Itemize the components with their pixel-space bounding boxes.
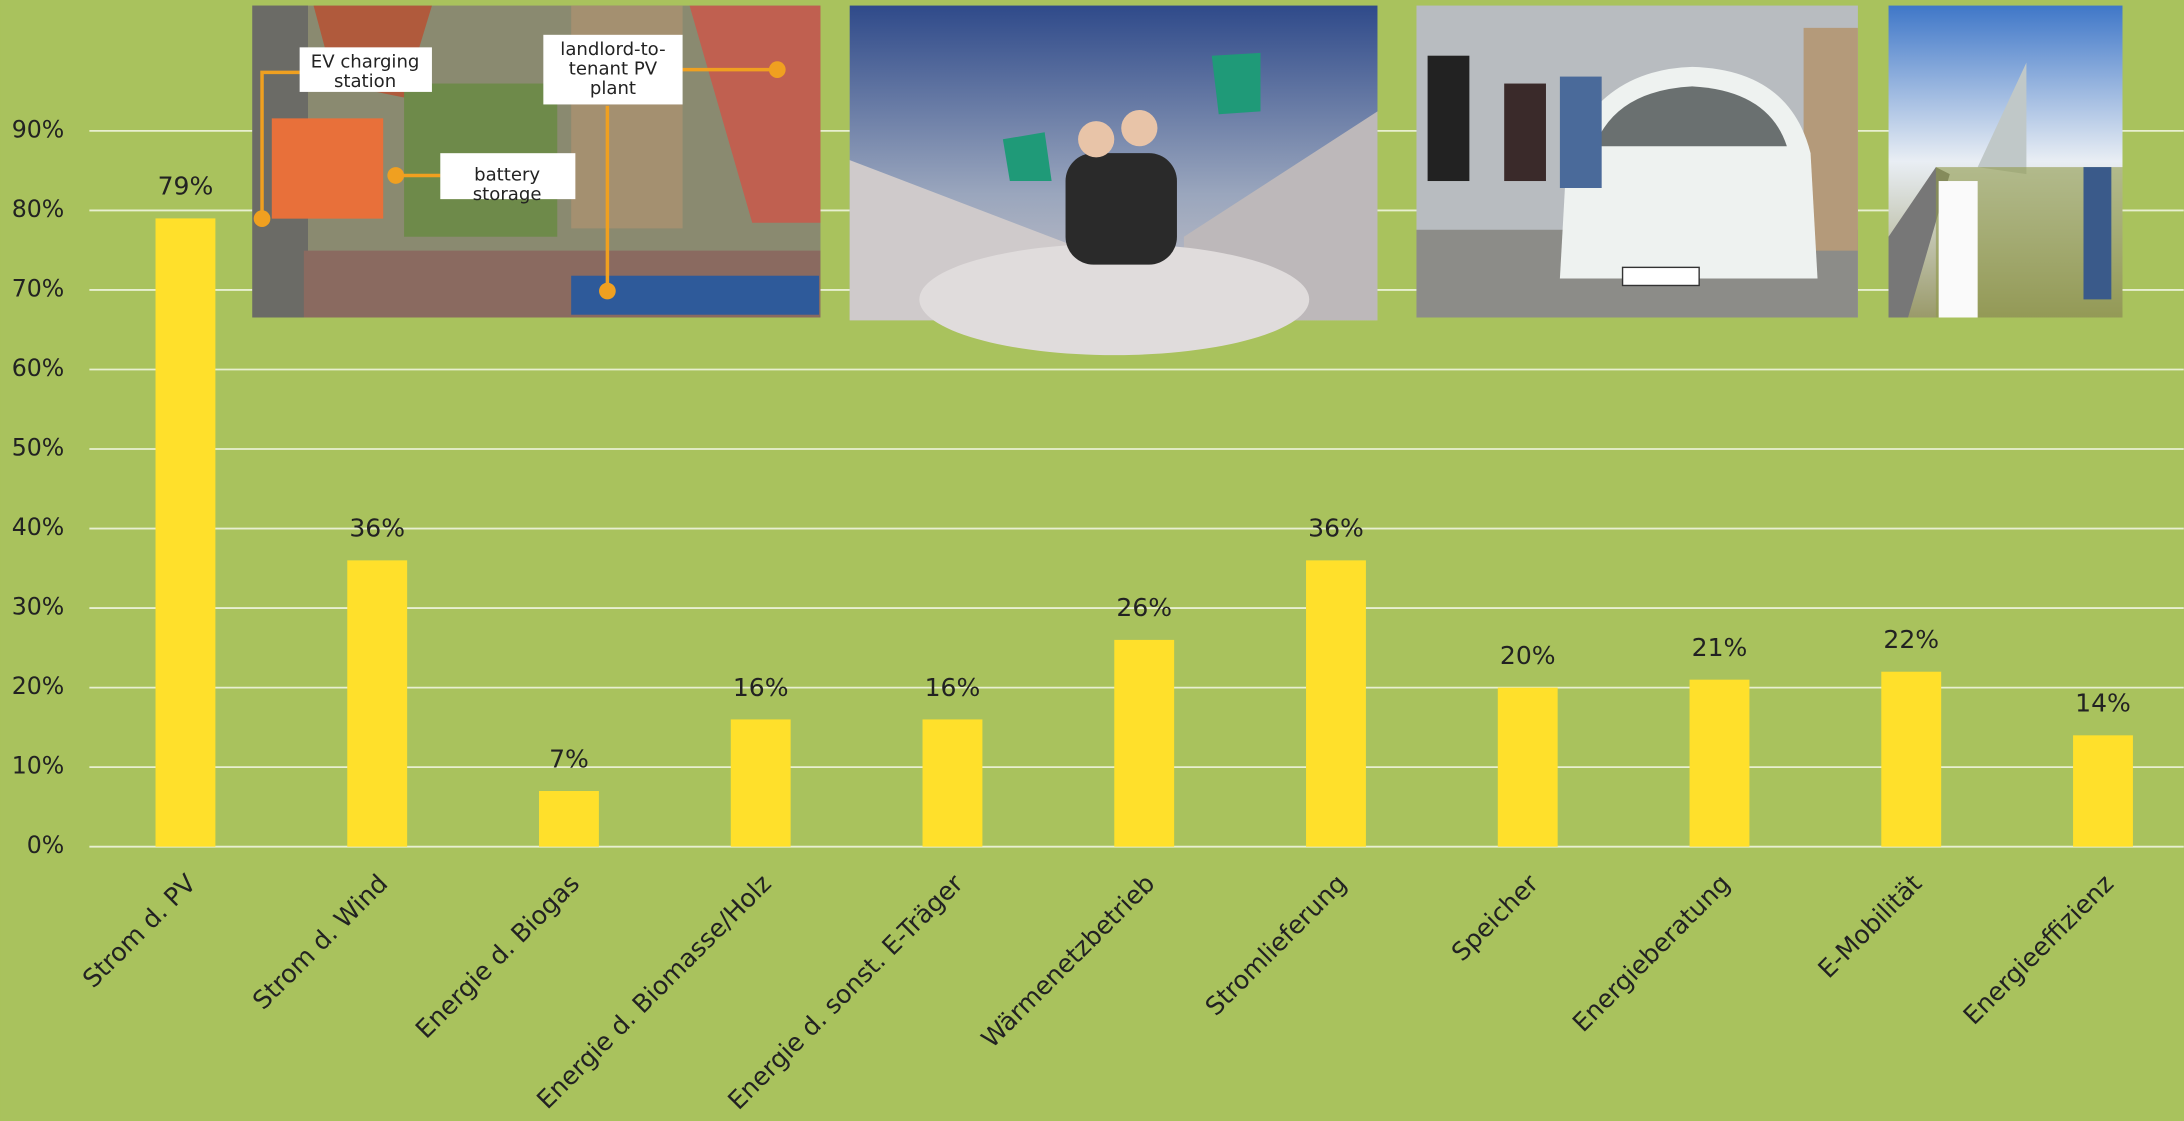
annotation: EV charging <box>311 52 420 73</box>
photo-wind-turbine <box>849 5 1378 356</box>
bar <box>539 790 599 847</box>
photo-aerial <box>252 5 821 318</box>
bar <box>1881 671 1942 847</box>
bar <box>1306 560 1366 847</box>
annotation: landlord-to- <box>560 39 665 60</box>
bar <box>347 560 408 847</box>
y-tick-label: 80% <box>12 195 65 223</box>
y-tick-label: 90% <box>12 115 65 143</box>
value-label: 21% <box>1692 633 1748 662</box>
y-tick-label: 40% <box>12 513 65 541</box>
y-tick-label: 50% <box>12 434 65 462</box>
annotation: tenant PV <box>569 59 658 80</box>
annotation: station <box>334 71 396 92</box>
value-label: 16% <box>733 673 789 702</box>
value-label: 22% <box>1883 625 1939 654</box>
value-label: 79% <box>158 172 214 201</box>
value-label: 36% <box>349 514 405 543</box>
value-label: 14% <box>2075 689 2131 718</box>
bar <box>1114 639 1175 847</box>
y-tick-label: 60% <box>12 354 65 382</box>
annotation: plant <box>590 78 636 99</box>
value-label: 16% <box>925 673 981 702</box>
value-label: 26% <box>1116 593 1172 622</box>
y-tick-label: 70% <box>12 274 65 302</box>
photo-noise-barrier <box>1888 5 2123 318</box>
value-label: 7% <box>549 744 589 773</box>
photo-electric-car <box>1416 5 1858 318</box>
bar <box>1689 679 1750 847</box>
bar <box>730 719 791 847</box>
bar <box>155 218 216 847</box>
y-tick-label: 0% <box>27 831 65 859</box>
bar <box>1497 687 1558 847</box>
annotation: battery <box>474 164 540 185</box>
photos <box>252 5 2123 356</box>
annotation: storage <box>473 184 542 205</box>
bar <box>2073 735 2133 847</box>
y-tick-label: 20% <box>12 672 65 700</box>
value-label: 36% <box>1308 514 1364 543</box>
value-label: 20% <box>1500 641 1556 670</box>
y-tick-label: 10% <box>12 752 65 780</box>
y-tick-label: 30% <box>12 593 65 621</box>
bar <box>922 719 983 847</box>
